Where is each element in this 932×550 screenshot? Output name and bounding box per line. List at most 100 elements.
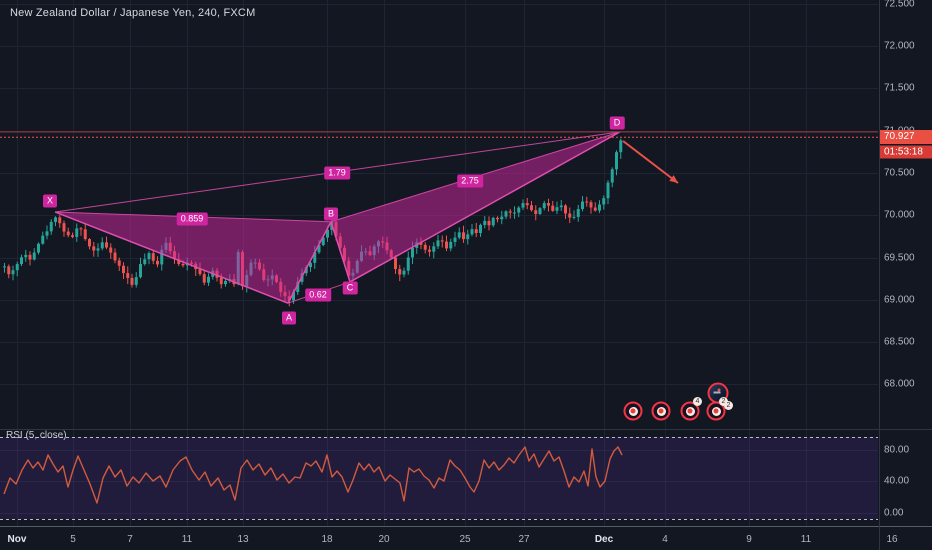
price-axis-label: 69.500	[884, 252, 915, 264]
candle-body	[198, 269, 202, 275]
candle-body	[411, 247, 414, 258]
pattern-edge-line[interactable]	[330, 221, 351, 283]
pattern-point-badge-x[interactable]: X	[42, 194, 58, 208]
price-axis-label: 72.000	[884, 40, 915, 52]
pattern-ratio-badge[interactable]: 2.75	[457, 174, 483, 188]
candle-body	[423, 244, 427, 250]
idea-marker[interactable]	[623, 401, 643, 421]
candle-body	[122, 265, 125, 274]
time-axis-label: 25	[459, 534, 471, 545]
rsi-indicator-label[interactable]: RSI (5, close)	[6, 430, 67, 441]
candle-body	[309, 262, 312, 268]
pattern-ratio-badge[interactable]: 0.859	[176, 212, 208, 226]
candle-body	[130, 277, 134, 285]
candle-body	[181, 263, 185, 266]
candle-body	[54, 217, 57, 222]
candle-body	[219, 277, 223, 285]
candle-body	[568, 213, 572, 218]
avatar-chart-icon	[713, 391, 721, 394]
candle-body	[3, 266, 6, 268]
candle-body	[105, 242, 108, 248]
candle-body	[551, 205, 555, 211]
candle-body	[479, 224, 482, 234]
pattern-fill-bcd[interactable]	[331, 131, 620, 282]
candle-body	[538, 208, 542, 214]
candle-body	[610, 169, 614, 183]
time-axis-label: 11	[800, 534, 812, 545]
candle-body	[432, 246, 436, 252]
candle-body	[483, 220, 487, 225]
pattern-fill-xab[interactable]	[55, 211, 331, 304]
pattern-ratio-badge[interactable]: 1.79	[324, 166, 350, 180]
idea-marker[interactable]	[680, 401, 700, 421]
pattern-point-badge-c[interactable]: C	[342, 281, 358, 295]
time-axis-label: 7	[127, 534, 133, 545]
candle-body	[28, 254, 32, 260]
candle-body	[555, 207, 559, 211]
projection-arrow[interactable]	[622, 140, 679, 184]
candle-body	[457, 232, 461, 238]
time-axis-label: Nov	[7, 534, 27, 545]
candle-body	[109, 247, 113, 253]
candle-body	[326, 229, 329, 238]
candle-body	[117, 260, 121, 266]
candle-body	[559, 205, 563, 208]
candle-body	[160, 249, 164, 265]
candle-body	[453, 237, 457, 242]
candle-body	[474, 229, 478, 234]
idea-marker-dot	[687, 408, 693, 414]
time-axis-label: Dec	[594, 534, 614, 545]
candle-body	[534, 210, 538, 214]
candle-body	[151, 253, 155, 261]
idea-marker-inner	[711, 406, 721, 416]
price-axis-label: 69.000	[884, 294, 915, 306]
price-axis-label: 71.500	[884, 82, 915, 94]
price-axis-label: 70.500	[884, 167, 915, 179]
idea-marker-count-badge: 4	[693, 397, 702, 406]
candle-body	[572, 216, 576, 218]
pattern-edge-line[interactable]	[349, 131, 621, 283]
candle-body	[500, 216, 504, 220]
candle-body	[470, 229, 474, 235]
candle-body	[11, 270, 15, 275]
candle-body	[96, 248, 100, 251]
pattern-point-badge-b[interactable]: B	[323, 207, 339, 221]
candle-body	[593, 207, 597, 211]
candle-body	[496, 217, 499, 220]
candle-body	[207, 276, 210, 283]
candle-body	[71, 235, 74, 237]
pattern-point-badge-d[interactable]: D	[609, 116, 625, 130]
candle-body	[564, 205, 567, 214]
price-axis-label: 68.000	[884, 378, 915, 390]
symbol-title[interactable]: New Zealand Dollar / Japanese Yen, 240, …	[10, 7, 256, 19]
pattern-edge-line[interactable]	[287, 221, 332, 304]
candle-body	[20, 257, 23, 265]
candle-body	[317, 245, 321, 253]
idea-marker[interactable]	[651, 401, 671, 421]
candle-body	[504, 211, 508, 217]
candle-body	[224, 280, 227, 285]
time-axis-label: 20	[378, 534, 390, 545]
pattern-edge-line[interactable]	[54, 211, 289, 304]
price-axis-label: 70.000	[884, 209, 915, 221]
pattern-point-badge-a[interactable]: A	[281, 311, 297, 325]
candle-body	[466, 234, 470, 240]
candle-body	[75, 228, 79, 237]
pattern-ratio-badge[interactable]: 0.62	[305, 288, 331, 302]
candle-body	[428, 249, 431, 252]
candle-body	[406, 257, 410, 271]
candle-body	[576, 209, 580, 217]
candle-body	[66, 231, 70, 236]
idea-marker-dot	[630, 408, 636, 414]
candle-body	[585, 201, 589, 203]
idea-marker[interactable]	[706, 401, 726, 421]
idea-marker-inner	[628, 406, 638, 416]
candle-body	[487, 220, 491, 226]
candle-body	[402, 270, 406, 275]
candle-body	[126, 273, 130, 278]
candle-body	[517, 207, 521, 213]
candle-body	[436, 240, 440, 247]
time-axis-label: 11	[181, 534, 193, 545]
